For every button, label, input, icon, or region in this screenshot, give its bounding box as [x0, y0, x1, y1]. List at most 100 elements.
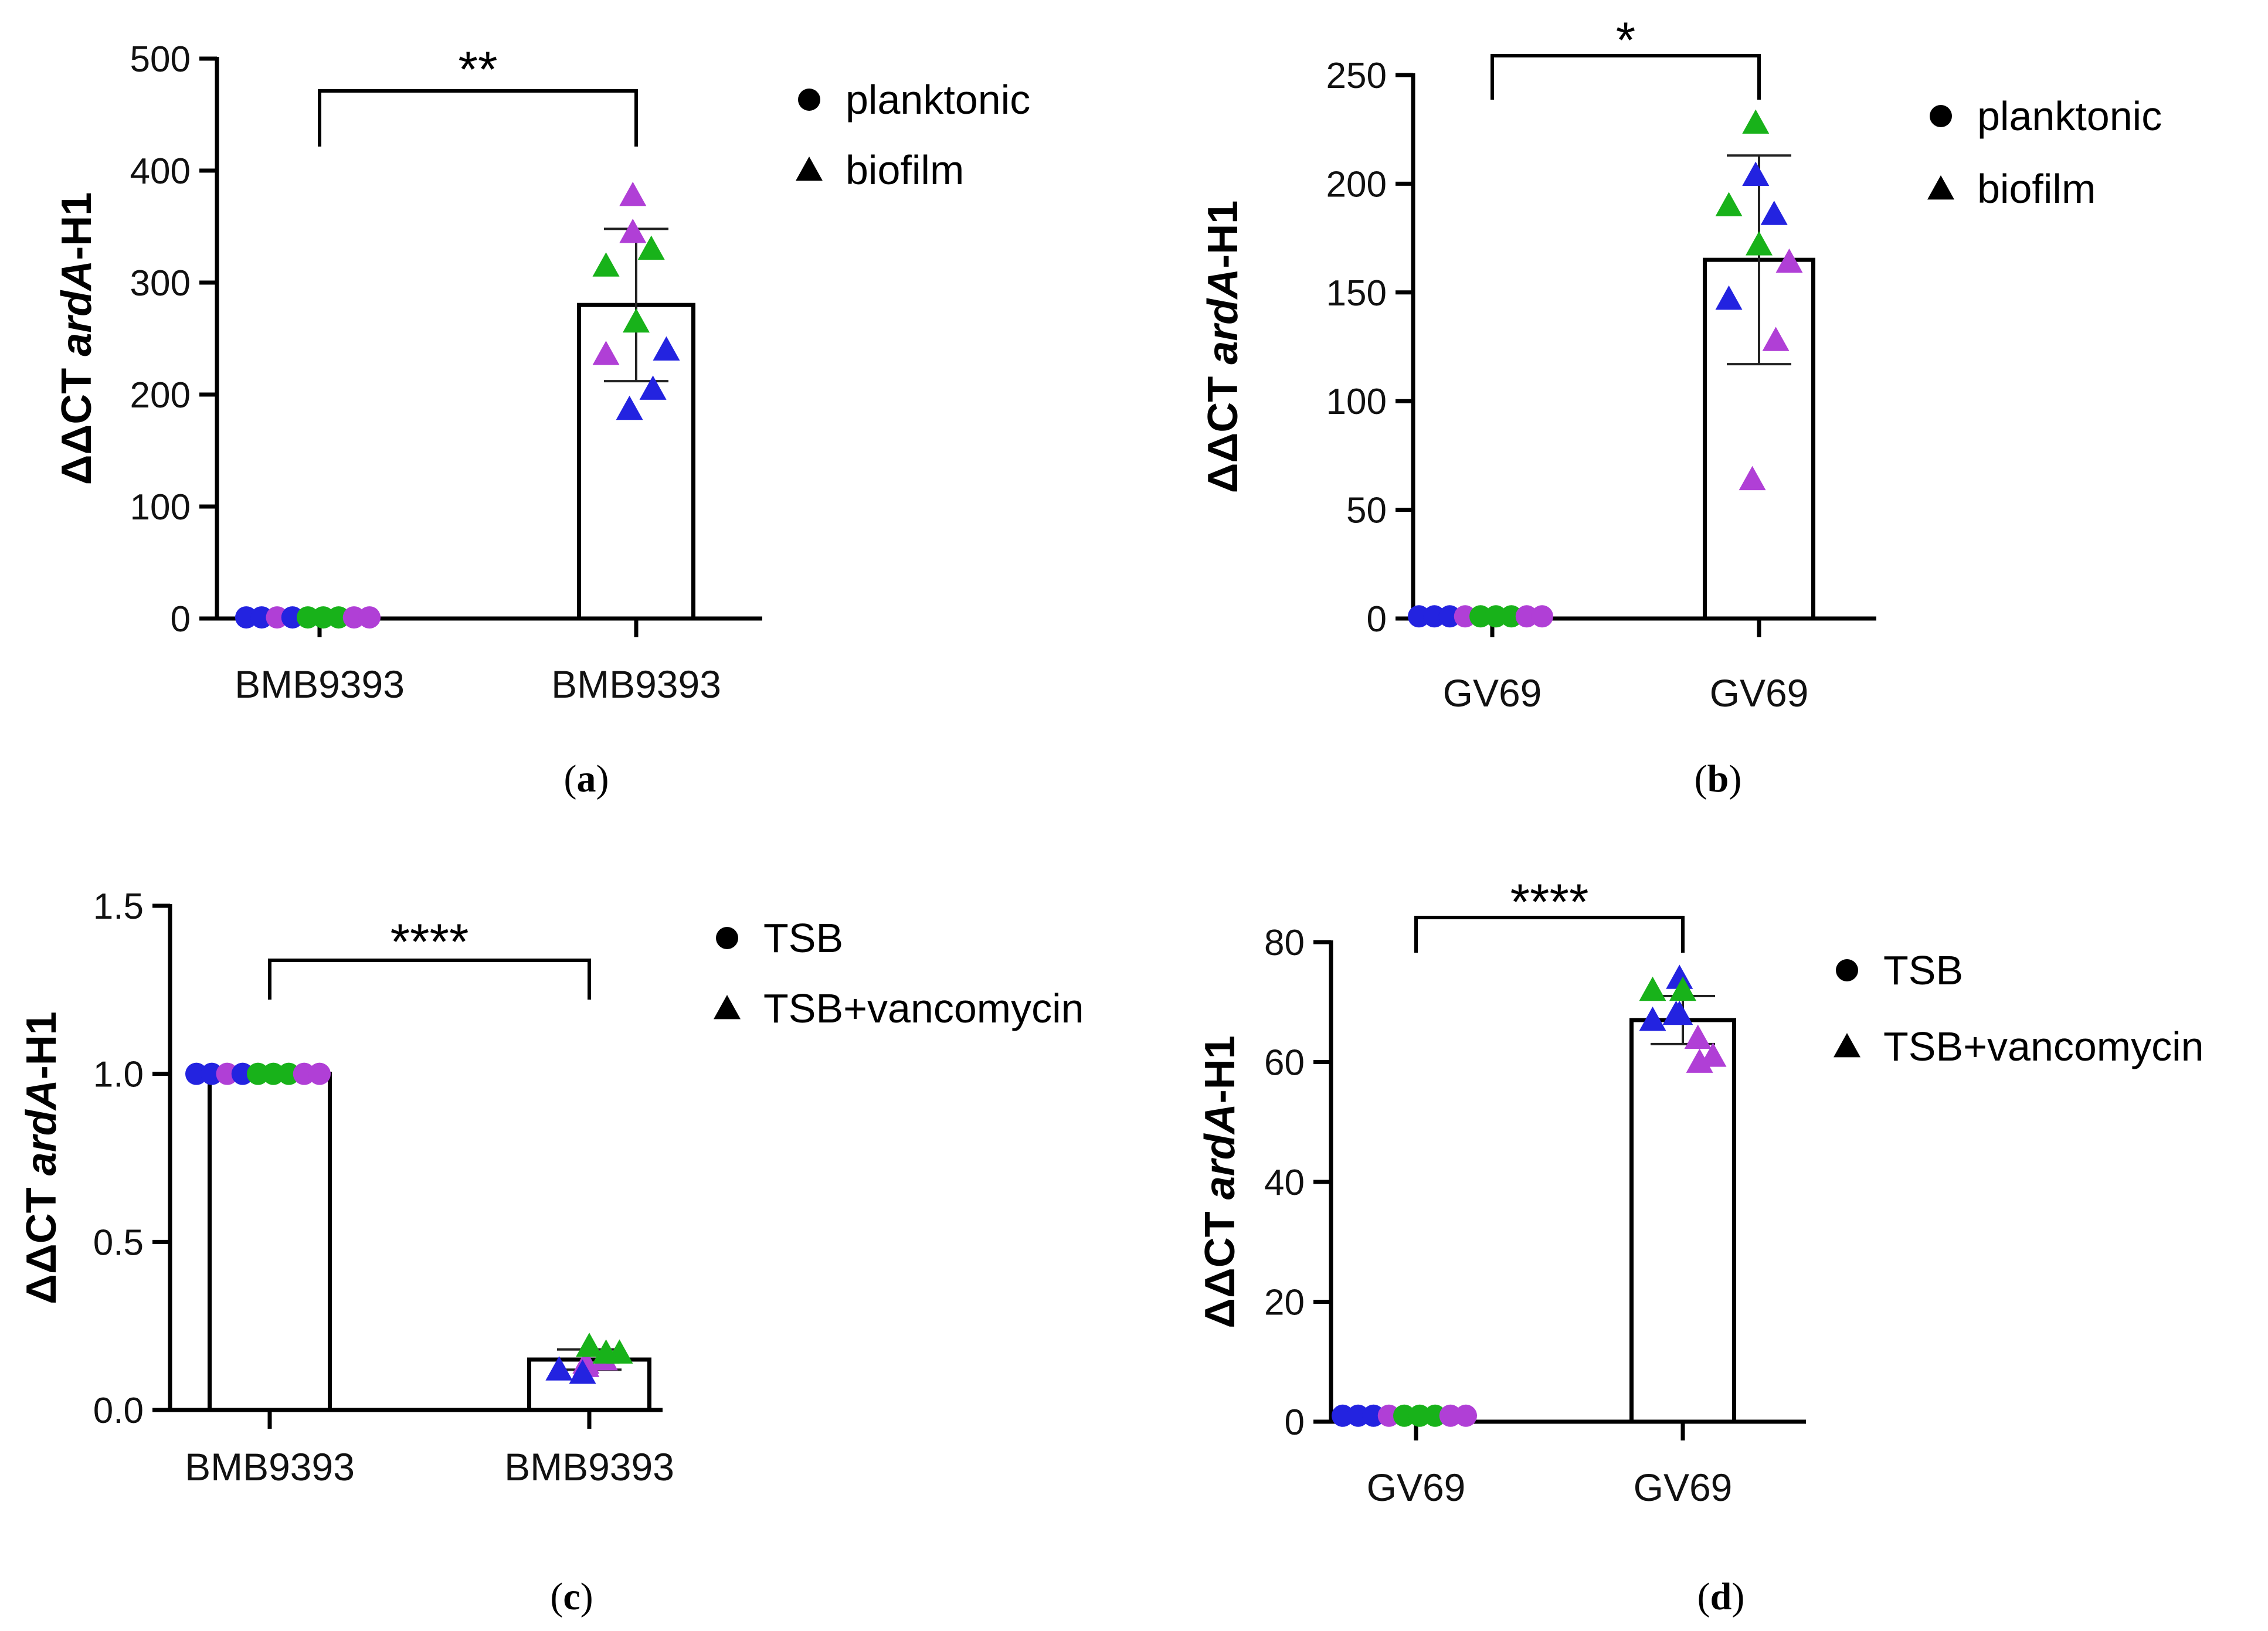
y-tick-label: 40: [1264, 1163, 1305, 1203]
y-tick-label: 1.0: [93, 1055, 144, 1095]
legend-entry: TSB: [763, 915, 843, 961]
data-point: [250, 606, 273, 629]
data-point: [1393, 1404, 1415, 1427]
data-point: [592, 1339, 620, 1364]
data-point: [1455, 1404, 1477, 1427]
x-category-label: GV69: [1367, 1466, 1466, 1509]
chart-panel-c: 0.0 0.5 1.0 1.5 ΔΔCT ardA-H1 BMB9393 BMB9393 **…: [18, 886, 1084, 1618]
legend-marker: [1836, 959, 1858, 981]
data-point: [592, 341, 620, 365]
y-tick-label: 50: [1346, 491, 1387, 531]
data-point: [266, 606, 288, 629]
data-point: [201, 1062, 223, 1085]
data-point: [1742, 109, 1770, 134]
data-point: [1775, 248, 1803, 273]
significance-bracket: [268, 959, 591, 1000]
y-tick-label: 100: [130, 487, 191, 528]
legend-marker: [1930, 105, 1952, 127]
y-tick-label: 20: [1264, 1283, 1305, 1323]
data-point: [327, 606, 350, 629]
y-tick-label: 0: [171, 599, 191, 640]
data-point: [1662, 1000, 1690, 1025]
data-point: [619, 182, 647, 206]
data-point: [619, 219, 647, 243]
data-point: [623, 308, 650, 333]
data-point: [185, 1062, 208, 1085]
significance-label: ****: [391, 914, 469, 970]
data-point: [1500, 605, 1523, 628]
data-point: [569, 1359, 596, 1384]
y-tick-label: 250: [1326, 56, 1387, 96]
legend-marker: [798, 89, 820, 111]
data-point: [1408, 1404, 1431, 1427]
bar: [208, 1072, 332, 1412]
data-point: [1469, 605, 1492, 628]
chart-panel-a: 0 100 200 300 400 500 ΔΔCT ardA-H1 BMB9393 BMB93…: [53, 39, 1030, 800]
legend-entry: TSB+vancomycin: [1883, 1024, 2204, 1069]
significance-bracket: [318, 89, 638, 147]
x-category-label: GV69: [1443, 671, 1542, 715]
data-point: [545, 1356, 573, 1381]
significance-bracket: [1414, 916, 1685, 953]
legend-marker: [796, 157, 823, 181]
data-point: [216, 1062, 239, 1085]
legend-entry: planktonic: [1977, 93, 2162, 139]
data-point: [1438, 605, 1461, 628]
y-tick-label: 150: [1326, 273, 1387, 314]
data-point: [297, 606, 319, 629]
data-point: [293, 1062, 315, 1085]
y-tick-label: 60: [1264, 1043, 1305, 1083]
x-category-label: BMB9393: [551, 662, 721, 706]
legend-entry: TSB+vancomycin: [763, 986, 1084, 1031]
legend-marker: [716, 927, 738, 949]
y-axis-label: ΔΔCT ardA-H1: [1197, 1035, 1244, 1328]
data-point: [1684, 1024, 1712, 1049]
y-tick-label: 200: [1326, 164, 1387, 205]
x-category-label: BMB9393: [185, 1445, 355, 1489]
data-point: [1347, 1404, 1370, 1427]
data-point: [1531, 605, 1553, 628]
y-axis-label: ΔΔCT ardA-H1: [18, 1011, 65, 1304]
data-point: [1742, 161, 1770, 186]
data-point: [1332, 1404, 1354, 1427]
panel-label: (d): [1697, 1575, 1745, 1618]
data-point: [1424, 1404, 1447, 1427]
legend-marker: [714, 995, 741, 1020]
data-point: [1377, 1404, 1400, 1427]
legend-marker: [1834, 1033, 1860, 1058]
panel-label: (c): [550, 1575, 593, 1618]
y-tick-label: 80: [1264, 923, 1305, 963]
y-tick-label: 300: [130, 263, 191, 304]
legend-entry: biofilm: [846, 147, 964, 193]
significance-label: *: [1616, 12, 1635, 69]
legend-entry: biofilm: [1977, 166, 2096, 212]
y-tick-label: 100: [1326, 382, 1387, 422]
data-point: [308, 1062, 331, 1085]
data-point: [247, 1062, 269, 1085]
y-axis-label: ΔΔCT ardA-H1: [1200, 201, 1247, 494]
significance-bracket: [1491, 54, 1761, 100]
data-point: [1439, 1404, 1462, 1427]
data-point: [1762, 327, 1790, 351]
bar: [1629, 1018, 1736, 1424]
data-point: [616, 395, 643, 420]
data-point: [262, 1062, 285, 1085]
data-point: [231, 1062, 254, 1085]
data-point: [653, 336, 680, 361]
data-point: [1515, 605, 1538, 628]
y-tick-label: 200: [130, 375, 191, 416]
data-point: [1746, 231, 1773, 256]
data-point: [1454, 605, 1476, 628]
significance-label: ****: [1510, 874, 1589, 930]
data-point: [1715, 192, 1743, 216]
data-point: [1669, 976, 1696, 1001]
data-point: [1739, 465, 1766, 491]
y-tick-label: 500: [130, 39, 191, 80]
y-axis-label: ΔΔCT ardA-H1: [53, 192, 100, 485]
legend-entry: planktonic: [846, 77, 1030, 123]
y-tick-label: 0.0: [93, 1391, 144, 1431]
panel-label: (a): [564, 757, 609, 800]
x-category-label: GV69: [1634, 1466, 1733, 1509]
data-point: [1760, 201, 1788, 225]
